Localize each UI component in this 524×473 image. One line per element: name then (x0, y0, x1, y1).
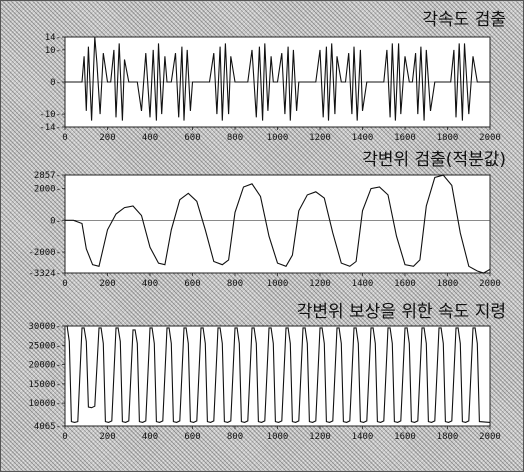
x-tick-label: 1200 (309, 279, 331, 289)
angular-velocity-plot: 각속도 검출 14- 10- 0- -10- -14-0 200 400 600 800 1000 1… (39, 10, 506, 143)
x-tick-label: 1600 (394, 432, 416, 442)
x-tick-label: 1000 (267, 133, 289, 143)
x-tick-label: 600 (184, 279, 200, 289)
x-tick-label: 1400 (352, 432, 374, 442)
x-tick-label: 1000 (267, 279, 289, 289)
plot-area (64, 174, 491, 274)
x-tick-label: 400 (142, 133, 158, 143)
x-tick-label: 1600 (394, 133, 416, 143)
y-tick-label: 25000- (28, 341, 61, 351)
x-tick-label: 2000 (479, 432, 501, 442)
x-tick-label: 1800 (437, 432, 459, 442)
y-tick-label: 20000- (28, 361, 61, 371)
series-line (65, 174, 491, 274)
series-line (65, 325, 491, 423)
y-tick-label: -10- (39, 110, 61, 120)
y-tick-label: -14- (39, 123, 61, 133)
x-tick-label: 2000 (479, 133, 501, 143)
y-tick-label: 2000- (34, 185, 61, 195)
y-tick-label: 10000- (28, 399, 61, 409)
x-tick-label: 800 (227, 432, 243, 442)
x-tick-label: 400 (142, 432, 158, 442)
x-tick-label: 1400 (352, 279, 374, 289)
x-tick-label: 200 (99, 133, 115, 143)
x-tick-label: 0 (62, 279, 67, 289)
y-tick-label: 2857- (34, 171, 61, 181)
x-tick-label: 200 (99, 432, 115, 442)
x-tick-label: 1600 (394, 279, 416, 289)
x-tick-label: 800 (227, 279, 243, 289)
y-tick-label: -3324- (28, 269, 61, 279)
chart-title: 각속도 검출 (422, 10, 506, 30)
x-tick-label: 1800 (437, 279, 459, 289)
x-tick-label: 400 (142, 279, 158, 289)
x-tick-label: 0 (62, 432, 67, 442)
x-tick-label: 200 (99, 279, 115, 289)
y-tick-label: 14- (45, 33, 61, 43)
x-tick-label: 1000 (267, 432, 289, 442)
x-tick-label: 600 (184, 133, 200, 143)
y-tick-label: 0- (50, 78, 61, 88)
x-tick-label: 2000 (479, 279, 501, 289)
y-tick-label: 10- (45, 46, 61, 56)
x-tick-label: 800 (227, 133, 243, 143)
y-tick-label: 15000- (28, 380, 61, 390)
x-tick-label: 1400 (352, 133, 374, 143)
series-line (65, 36, 490, 121)
y-tick-label: 30000- (28, 322, 61, 332)
x-tick-label: 1800 (437, 133, 459, 143)
x-tick-label: 1200 (309, 432, 331, 442)
x-tick-label: 1200 (309, 133, 331, 143)
y-tick-label: 0- (50, 216, 61, 226)
chart-title: 각변위 검출(적분값) (362, 150, 506, 170)
speed-command-plot: 각변위 보상을 위한 속도 지령 30000- 25000- 20000- 15000-… (28, 302, 506, 442)
plot-area (64, 325, 491, 427)
x-tick-label: 0 (62, 133, 67, 143)
angular-displacement-plot: 각변위 검출(적분값) 2857- 2000- 0- -2000- -3324-0 200 4… (28, 150, 506, 289)
y-tick-label: 4065- (34, 422, 61, 432)
y-tick-label: -2000- (28, 248, 61, 258)
x-tick-label: 600 (184, 432, 200, 442)
chart-title: 각변위 보상을 위한 속도 지령 (297, 302, 506, 322)
